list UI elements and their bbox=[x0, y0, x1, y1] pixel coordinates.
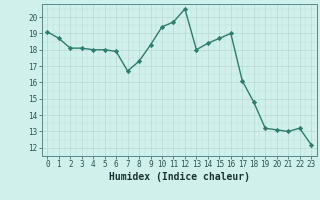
X-axis label: Humidex (Indice chaleur): Humidex (Indice chaleur) bbox=[109, 172, 250, 182]
